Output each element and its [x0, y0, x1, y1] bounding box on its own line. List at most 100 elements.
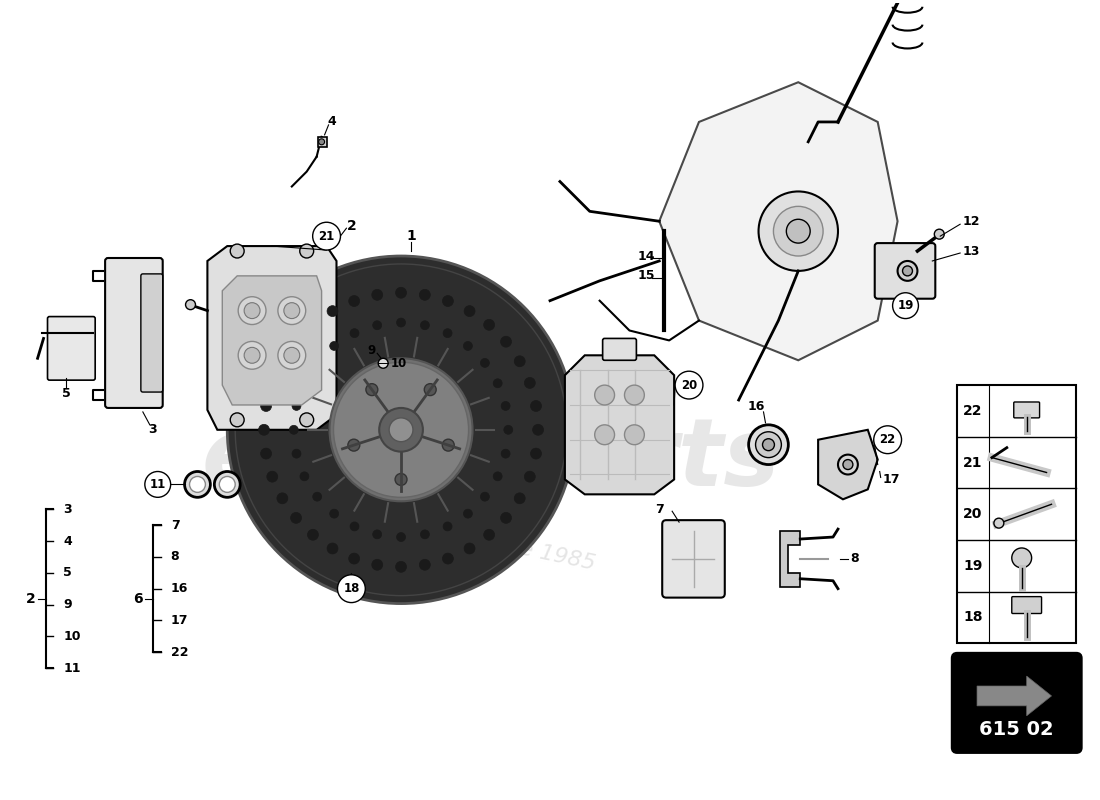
Text: 11: 11: [64, 662, 81, 674]
Circle shape: [484, 319, 495, 330]
Circle shape: [379, 408, 422, 452]
Text: 20: 20: [681, 378, 697, 392]
Polygon shape: [565, 355, 674, 494]
Circle shape: [843, 459, 852, 470]
Circle shape: [493, 472, 502, 481]
Circle shape: [300, 472, 309, 481]
Circle shape: [333, 362, 469, 498]
Circle shape: [189, 477, 206, 492]
Text: 12: 12: [962, 214, 980, 228]
Text: 18: 18: [964, 610, 982, 625]
Circle shape: [443, 522, 452, 531]
Text: 9: 9: [64, 598, 72, 611]
Circle shape: [532, 424, 543, 435]
Circle shape: [278, 297, 306, 325]
Circle shape: [625, 385, 645, 405]
Circle shape: [464, 543, 475, 554]
Circle shape: [290, 513, 301, 523]
Circle shape: [530, 448, 541, 459]
Text: 1: 1: [406, 229, 416, 243]
Text: 15: 15: [638, 270, 656, 282]
Circle shape: [873, 426, 902, 454]
Circle shape: [530, 401, 541, 411]
Circle shape: [759, 191, 838, 271]
Text: 4: 4: [327, 115, 336, 129]
Circle shape: [366, 384, 377, 395]
Circle shape: [773, 206, 823, 256]
Circle shape: [525, 471, 536, 482]
Circle shape: [994, 518, 1004, 528]
Circle shape: [312, 492, 321, 501]
Circle shape: [420, 321, 429, 330]
Circle shape: [186, 300, 196, 310]
Text: a passion for parts since 1985: a passion for parts since 1985: [264, 484, 597, 574]
Circle shape: [675, 371, 703, 399]
Circle shape: [312, 222, 341, 250]
Circle shape: [420, 530, 429, 539]
Circle shape: [327, 543, 338, 554]
Text: 16: 16: [170, 582, 188, 595]
Text: 615 02: 615 02: [979, 720, 1054, 739]
FancyBboxPatch shape: [957, 385, 1076, 643]
Circle shape: [327, 306, 338, 317]
Circle shape: [290, 336, 301, 347]
Text: 3: 3: [64, 502, 72, 516]
Circle shape: [1012, 548, 1032, 568]
Circle shape: [350, 329, 359, 338]
Text: 4: 4: [64, 534, 73, 547]
Text: 10: 10: [390, 357, 407, 370]
Circle shape: [442, 295, 453, 306]
Circle shape: [230, 413, 244, 427]
Text: 8: 8: [850, 552, 858, 566]
Circle shape: [292, 449, 301, 458]
Circle shape: [419, 290, 430, 300]
Circle shape: [267, 471, 277, 482]
Circle shape: [595, 425, 615, 445]
Polygon shape: [780, 531, 801, 586]
Circle shape: [284, 302, 299, 318]
Circle shape: [749, 425, 789, 465]
Circle shape: [330, 342, 339, 350]
Circle shape: [319, 139, 324, 145]
Circle shape: [484, 530, 495, 540]
Circle shape: [756, 432, 781, 458]
Circle shape: [419, 559, 430, 570]
Circle shape: [395, 474, 407, 486]
Circle shape: [443, 329, 452, 338]
Circle shape: [330, 358, 473, 502]
Circle shape: [500, 336, 512, 347]
FancyBboxPatch shape: [662, 520, 725, 598]
Circle shape: [308, 319, 318, 330]
Circle shape: [239, 297, 266, 325]
Text: 22: 22: [170, 646, 188, 658]
Circle shape: [349, 295, 360, 306]
Circle shape: [595, 385, 615, 405]
Text: 6: 6: [133, 592, 143, 606]
Text: 17: 17: [882, 473, 900, 486]
Circle shape: [504, 426, 513, 434]
Circle shape: [349, 553, 360, 564]
FancyBboxPatch shape: [874, 243, 935, 298]
Circle shape: [372, 559, 383, 570]
Circle shape: [185, 471, 210, 498]
Text: 10: 10: [64, 630, 81, 643]
Text: 19: 19: [898, 299, 914, 312]
Circle shape: [625, 425, 645, 445]
Text: 2: 2: [25, 592, 35, 606]
Polygon shape: [222, 276, 321, 405]
Circle shape: [239, 342, 266, 370]
FancyBboxPatch shape: [603, 338, 637, 360]
FancyBboxPatch shape: [1014, 402, 1040, 418]
Circle shape: [278, 342, 306, 370]
Circle shape: [348, 439, 360, 451]
Circle shape: [350, 522, 359, 531]
Text: 5: 5: [64, 566, 73, 579]
Circle shape: [373, 321, 382, 330]
Circle shape: [277, 356, 288, 366]
Circle shape: [493, 378, 502, 388]
Circle shape: [464, 306, 475, 317]
Text: 13: 13: [962, 245, 979, 258]
Circle shape: [373, 530, 382, 539]
Circle shape: [786, 219, 811, 243]
Circle shape: [481, 358, 490, 367]
